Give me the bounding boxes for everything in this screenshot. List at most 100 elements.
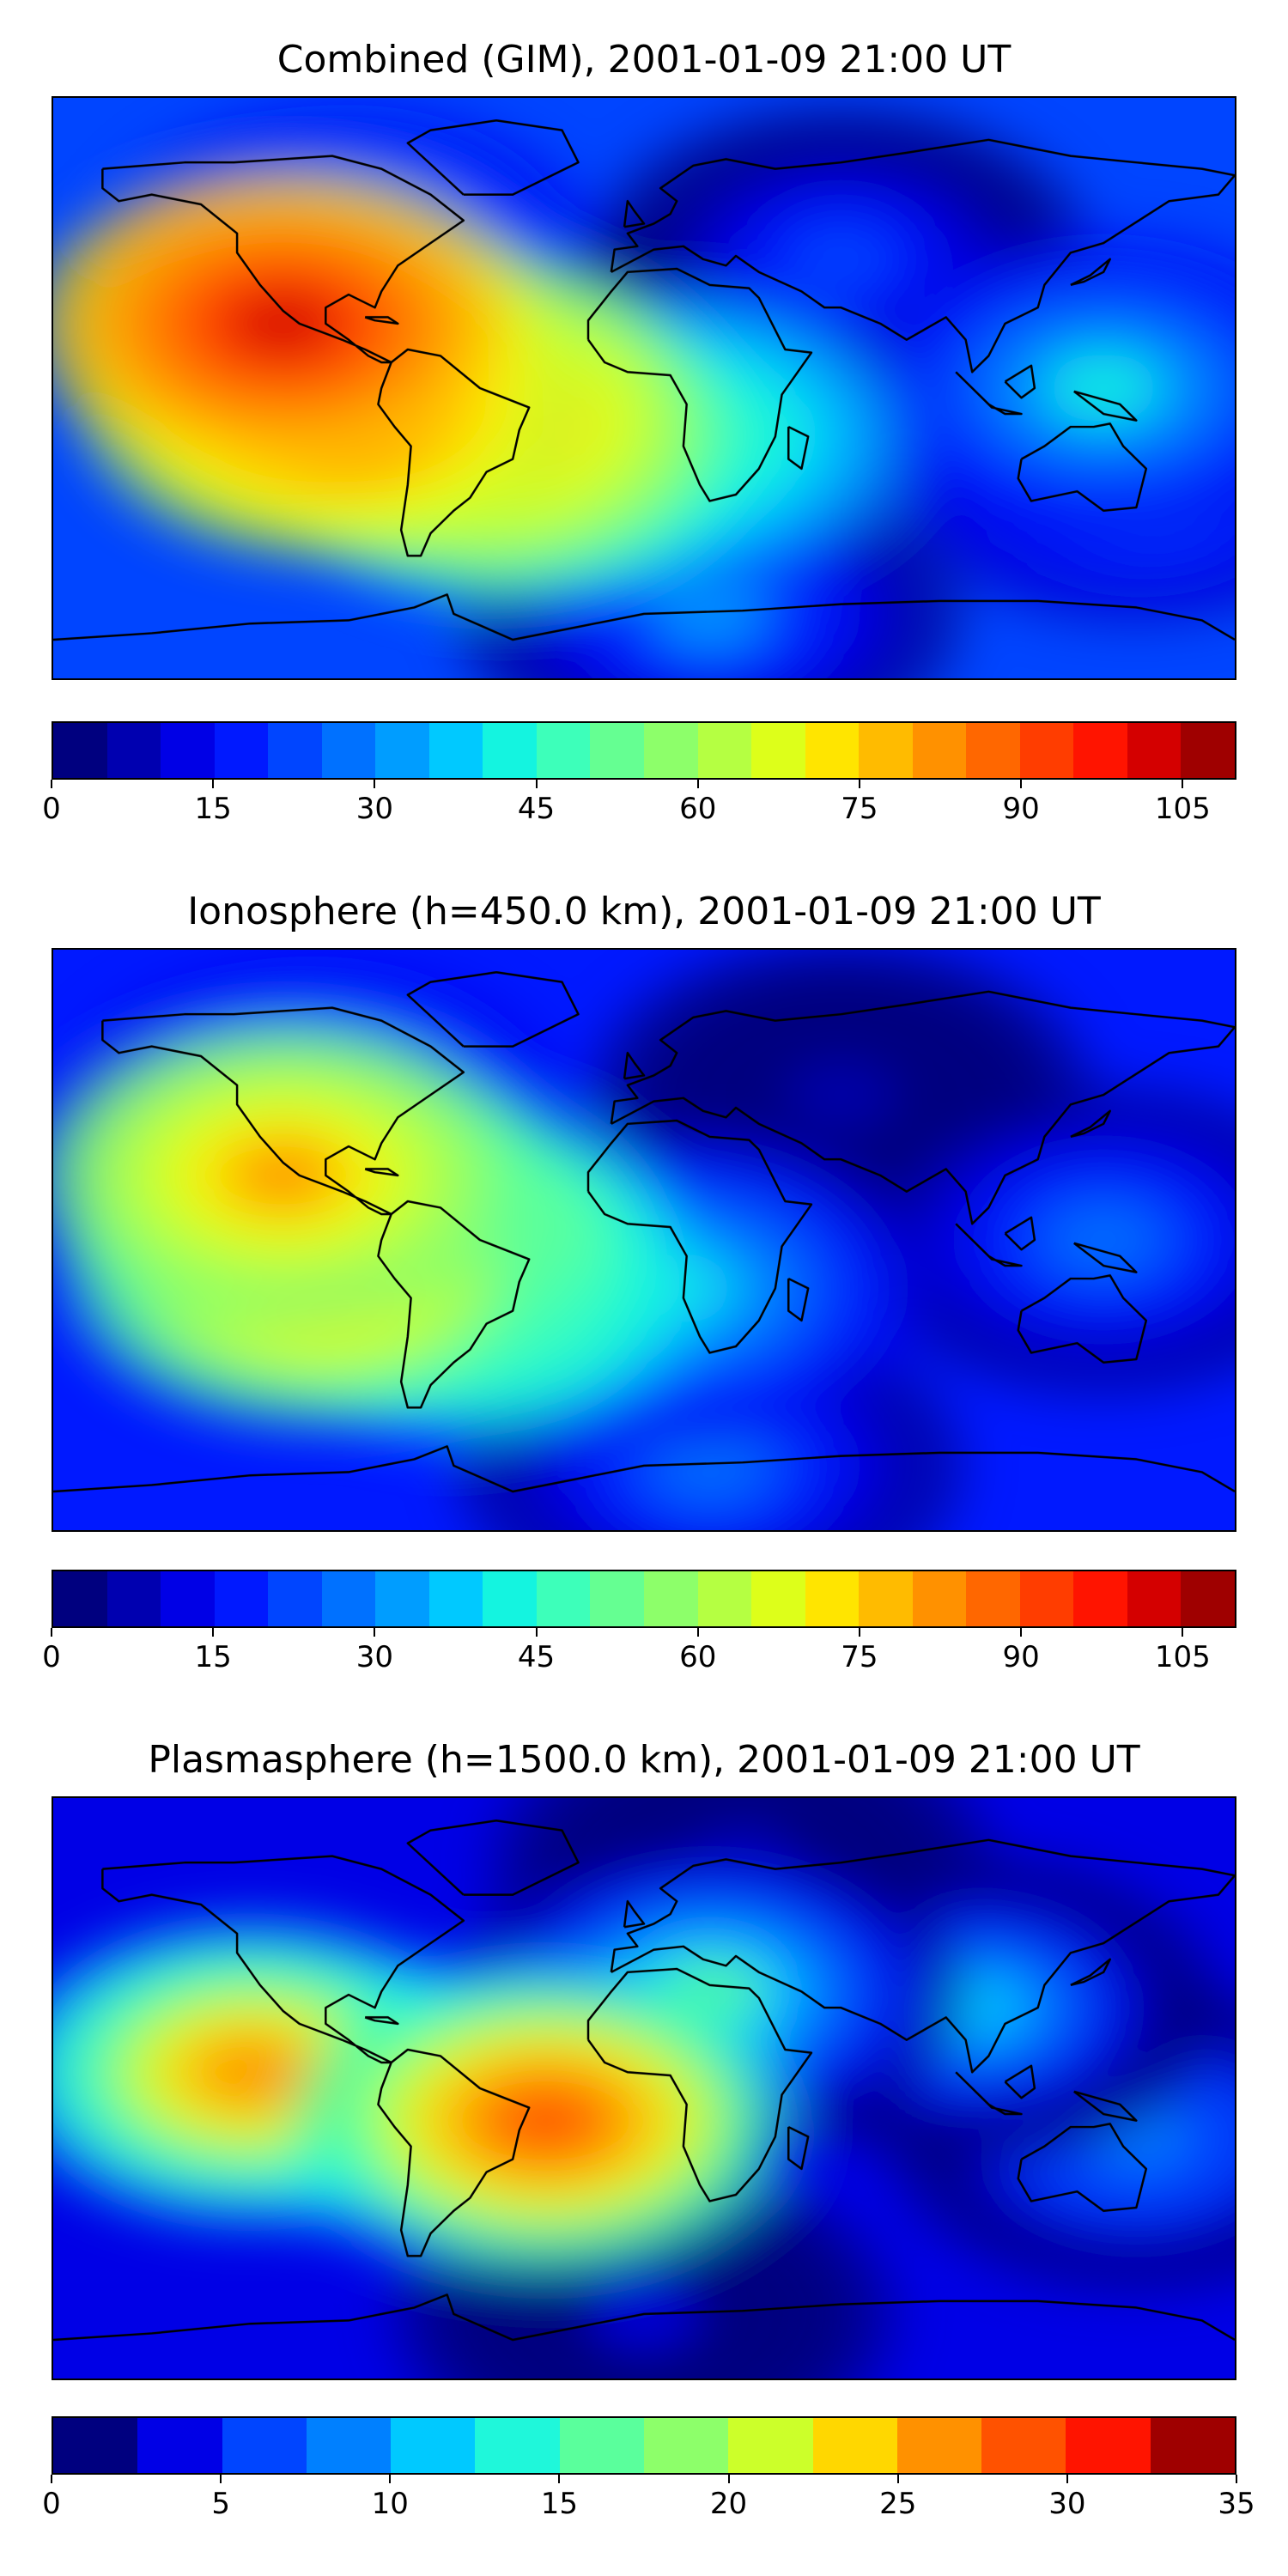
field-contour [653, 1431, 766, 1500]
colorbar-swatch [321, 723, 376, 778]
colorbar-tick-label: 60 [679, 792, 717, 826]
colorbar-tick-label: 60 [679, 1640, 717, 1674]
colorbar-tick-label: 10 [371, 2487, 409, 2521]
colorbar-tick-mark [212, 780, 215, 788]
field-contour [489, 2086, 602, 2155]
colorbar-tick-label: 15 [194, 792, 232, 826]
colorbar-swatch [728, 2418, 813, 2473]
coastline [1070, 258, 1111, 287]
map-ionosphere [52, 948, 1236, 1532]
colorbar-swatch [106, 723, 161, 778]
colorbar-swatch [428, 723, 483, 778]
colorbar-swatch [1127, 1571, 1182, 1626]
colorbar-tick-label: 25 [879, 2487, 917, 2521]
colorbar-swatch [483, 723, 537, 778]
colorbar-swatch [321, 1571, 376, 1626]
colorbar-tick-mark [374, 1628, 376, 1637]
colorbar-swatch [1066, 2418, 1151, 2473]
colorbar-swatch [751, 723, 805, 778]
colorbar-swatch [483, 1571, 537, 1626]
colorbar-tick-label: 15 [540, 2487, 579, 2521]
coastline [610, 1838, 1235, 2074]
colorbar-tick-mark [374, 780, 376, 788]
panel-title-ionosphere: Ionosphere (h=450.0 km), 2001-01-09 21:0… [187, 890, 1101, 933]
colorbar-ticks-combined: 0 15 30 45 60 75 90 105 [42, 780, 1236, 831]
colorbar-tick-label: 45 [517, 792, 556, 826]
colorbar-tick-mark [535, 780, 538, 788]
colorbar-tick-mark [1236, 2475, 1237, 2483]
colorbar-combined [52, 721, 1236, 780]
panel-title-combined: Combined (GIM), 2001-01-09 21:00 UT [276, 38, 1012, 82]
colorbar-swatch [536, 1571, 591, 1626]
colorbar-swatch [912, 723, 967, 778]
field-contour [194, 2038, 307, 2106]
coastline [787, 1277, 810, 1322]
coastline [1072, 390, 1138, 422]
colorbar-swatch [590, 1571, 645, 1626]
colorbar-swatch [966, 723, 1020, 778]
colorbar-swatch [896, 2418, 982, 2473]
colorbar-swatch [1073, 723, 1127, 778]
colorbar-swatch [306, 2418, 392, 2473]
colorbar-swatch [222, 2418, 307, 2473]
colorbar-tick-mark [1066, 2475, 1068, 2483]
colorbar-tick-label: 5 [211, 2487, 230, 2521]
colorbar-tick-label: 0 [42, 1640, 61, 1674]
colorbar-tick-mark [896, 2475, 899, 2483]
colorbar-swatch [644, 1571, 698, 1626]
coastline [1004, 364, 1036, 399]
colorbar-tick-label: 0 [42, 792, 61, 826]
colorbar-tick-mark [220, 2475, 222, 2483]
field-contour [227, 1141, 339, 1210]
colorbar-swatch [53, 723, 107, 778]
colorbar-swatch [805, 1571, 860, 1626]
colorbar-swatch [375, 723, 429, 778]
colorbar-swatch [697, 1571, 752, 1626]
colorbar-tick-mark [51, 2475, 52, 2483]
coastline [623, 1051, 646, 1080]
colorbar-swatch [268, 1571, 322, 1626]
colorbar-swatch [697, 723, 752, 778]
colorbar-swatch [1150, 2418, 1235, 2473]
colorbar-tick-mark [1182, 1628, 1184, 1637]
coastline [586, 1967, 813, 2202]
colorbar-swatch [375, 1571, 429, 1626]
colorbar-tick-label: 75 [841, 1640, 878, 1674]
colorbar-swatch [428, 1571, 483, 1626]
coastline [610, 990, 1235, 1225]
field-svg [53, 98, 1235, 678]
coastline [53, 593, 1235, 641]
colorbar-swatch [559, 2418, 644, 2473]
coastline [101, 155, 465, 364]
coastline [1004, 2064, 1036, 2099]
coastline [1017, 422, 1148, 512]
colorbar-tick-mark [1020, 780, 1023, 788]
colorbar-swatch [966, 1571, 1020, 1626]
coastline [1072, 1242, 1138, 1273]
coastline [377, 348, 531, 557]
colorbar-swatch [644, 723, 698, 778]
colorbar-swatch [859, 723, 913, 778]
coastline [955, 371, 1023, 416]
coastline [364, 2016, 399, 2026]
field-svg [53, 1798, 1235, 2379]
colorbar-tick-label: 30 [355, 792, 393, 826]
colorbar-swatch [1019, 723, 1074, 778]
colorbar-swatch [912, 1571, 967, 1626]
colorbar-tick-mark [858, 1628, 860, 1637]
colorbar-swatch [475, 2418, 560, 2473]
coastline [377, 1200, 531, 1409]
panel-title-plasmasphere: Plasmasphere (h=1500.0 km), 2001-01-09 2… [148, 1738, 1140, 1782]
coastline [53, 2293, 1235, 2342]
coastline [1072, 2090, 1138, 2122]
coastline [586, 267, 813, 502]
coastline [1004, 1216, 1036, 1251]
coastline [406, 971, 580, 1048]
colorbar-ticks-plasmasphere: 0 5 10 15 20 25 30 35 [42, 2475, 1255, 2526]
coastline [955, 1223, 1023, 1267]
coastline [53, 1445, 1235, 1493]
colorbar-swatch [214, 723, 269, 778]
colorbar-swatch [53, 1571, 107, 1626]
colorbar-swatch [161, 1571, 215, 1626]
coastline [955, 2071, 1023, 2116]
